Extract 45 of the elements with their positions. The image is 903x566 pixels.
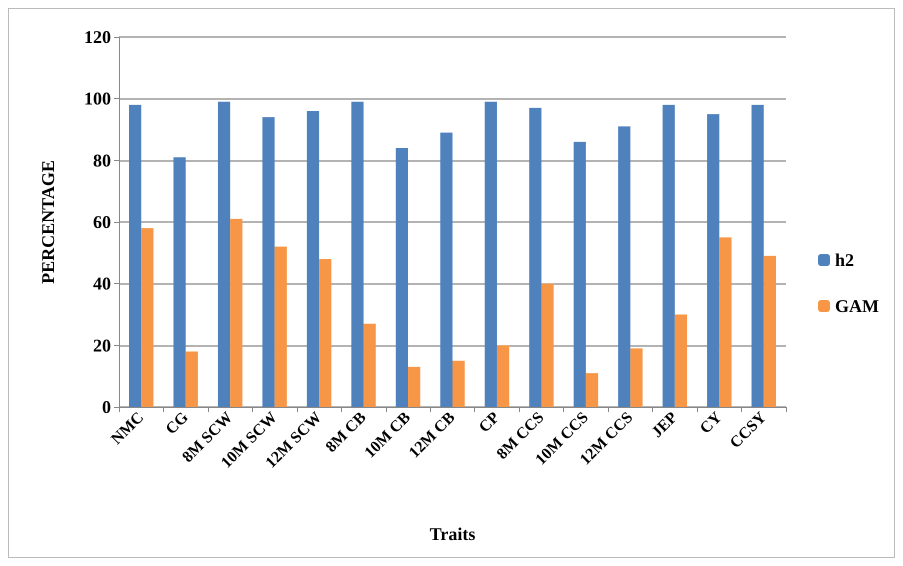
x-tick-label: CP [476,408,504,436]
y-tick-label: 120 [84,27,111,47]
bar [274,246,287,407]
y-tick-label: 20 [93,335,111,356]
bar [408,366,420,407]
bar [262,117,275,407]
bar [186,352,198,407]
bar [496,345,510,407]
bar [364,324,376,407]
bar [707,114,720,407]
bar [141,228,154,407]
bar [452,360,465,407]
y-tick-label: 0 [102,397,111,417]
bar [218,102,230,407]
bar [662,104,675,407]
bar [529,108,542,407]
bar [351,102,364,407]
legend-label: GAM [835,296,880,316]
bar [440,132,452,407]
bar [618,126,630,407]
legend-label: h2 [835,250,854,270]
bar [574,142,586,407]
y-tick-label: 40 [93,274,111,294]
bar [306,111,320,407]
y-tick-label: 60 [93,212,111,232]
bar [764,256,776,407]
bar [674,314,688,407]
bar [319,259,332,407]
bar [173,157,186,407]
bar [752,104,764,407]
bar [129,104,142,407]
bar [396,148,408,407]
y-tick-label: 80 [93,150,111,170]
x-axis-title: Traits [430,524,476,544]
x-tick-label: JEP [648,408,682,442]
x-tick-label: CG [162,408,192,438]
bar [719,237,732,407]
bar [586,373,598,407]
bar [484,102,497,407]
y-tick-label: 100 [84,88,111,109]
x-tick-label: CY [696,408,726,438]
bar [630,348,643,407]
y-axis-title: PERCENTAGE [38,160,58,284]
bar [541,284,554,407]
bar [230,218,242,407]
